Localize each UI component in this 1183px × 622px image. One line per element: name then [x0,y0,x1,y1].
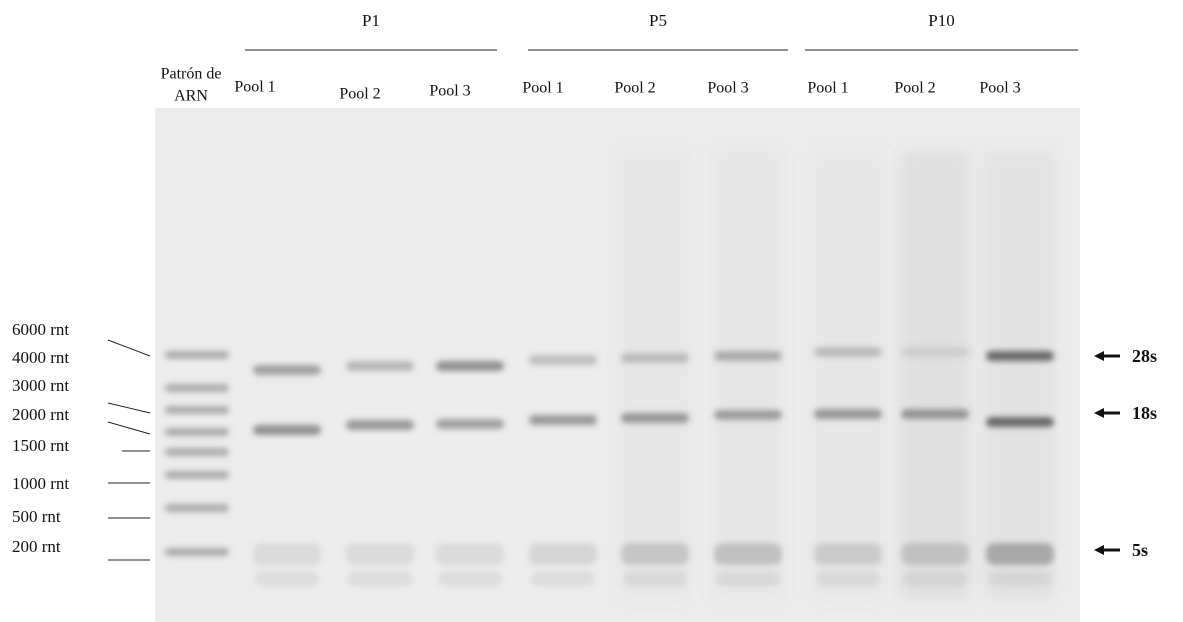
lane-label: Pool 3 [707,80,748,97]
lane-label: Pool 1 [234,79,275,96]
band-bottom [816,572,880,586]
marker-label: 1500 rnt [12,436,69,455]
smear [900,150,970,600]
lane-label: Pool 3 [429,83,470,100]
group-label: P1 [362,11,380,30]
band-5s [814,543,882,565]
ladder-label: Patrón de [161,66,222,83]
band-28s [346,361,414,371]
band-5s [436,543,504,565]
band-28s [529,355,597,365]
ladder-band [165,428,229,436]
band-28s [253,365,321,375]
figure: P1 Pool 1 Pool 2 Pool 3 P5 Pool 1 Pool 2 Pool 3… [0,0,1183,622]
band-bottom [255,572,319,586]
lane-label: Pool 1 [807,80,848,97]
marker-leader [108,340,150,356]
band-bottom [438,572,502,586]
group-label: P5 [649,11,667,30]
band-bottom [531,572,595,586]
ladder-label: ARN [174,88,208,105]
ladder-band [165,471,229,479]
arrow-head [1094,408,1104,418]
band-18s [986,417,1054,427]
marker-leader [108,422,150,434]
band-bottom [716,572,780,586]
band-18s [346,420,414,430]
marker-label: 6000 rnt [12,320,69,339]
band-bottom [348,572,412,586]
arrow-head [1094,545,1104,555]
marker-label: 500 rnt [12,507,61,526]
ladder-band [165,384,229,392]
lane-label: Pool 2 [614,80,655,97]
band-5s [621,543,689,565]
band-5s [253,543,321,565]
band-28s [986,351,1054,361]
marker-label: 4000 rnt [12,348,69,367]
ladder-band [165,448,229,456]
band-label: 5s [1132,540,1148,560]
marker-label: 1000 rnt [12,474,69,493]
ladder-band [165,406,229,414]
band-5s [986,543,1054,565]
band-bottom [623,572,687,586]
marker-label: 2000 rnt [12,405,69,424]
band-18s [714,410,782,420]
band-18s [436,419,504,429]
band-18s [621,413,689,423]
ladder-band [165,548,229,556]
lane-label: Pool 2 [339,86,380,103]
lane-label: Pool 2 [894,80,935,97]
smear [813,150,883,600]
smear [985,150,1055,600]
band-28s [436,361,504,371]
band-18s [529,415,597,425]
band-18s [901,409,969,419]
smear [713,150,783,600]
arrow-head [1094,351,1104,361]
band-5s [714,543,782,565]
band-28s [901,347,969,357]
smear [620,150,690,600]
band-label: 18s [1132,403,1157,423]
band-5s [529,543,597,565]
band-18s [814,409,882,419]
marker-label: 200 rnt [12,537,61,556]
band-28s [714,351,782,361]
band-label: 28s [1132,346,1157,366]
marker-label: 3000 rnt [12,376,69,395]
band-18s [253,425,321,435]
ladder-band [165,351,229,359]
band-bottom [988,572,1052,586]
ladder-band [165,504,229,512]
band-28s [814,347,882,357]
band-28s [621,353,689,363]
lane-label: Pool 1 [522,80,563,97]
band-bottom [903,572,967,586]
band-5s [346,543,414,565]
lane-label: Pool 3 [979,80,1020,97]
band-5s [901,543,969,565]
group-label: P10 [928,11,954,30]
marker-leader [108,403,150,413]
